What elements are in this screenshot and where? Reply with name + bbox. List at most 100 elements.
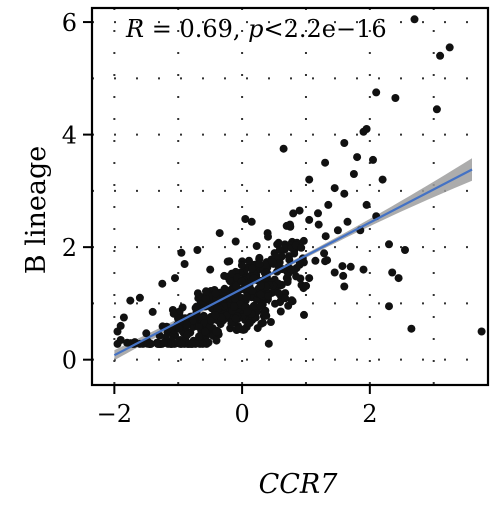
data-point [250, 302, 259, 311]
data-point [362, 200, 371, 209]
data-point [195, 323, 203, 332]
data-point [432, 105, 441, 114]
data-point [477, 327, 486, 336]
data-point [148, 307, 157, 316]
data-point [171, 274, 179, 283]
data-point [202, 287, 210, 296]
data-point [113, 339, 122, 348]
data-point [359, 265, 368, 274]
data-point [232, 281, 241, 290]
data-point [287, 296, 296, 305]
data-point [372, 88, 381, 97]
data-point [230, 302, 239, 311]
data-point [283, 278, 292, 286]
data-point [324, 200, 333, 209]
data-point [302, 281, 311, 290]
data-point [193, 246, 202, 254]
regression-line [113, 168, 473, 357]
data-point [189, 316, 197, 325]
data-point [252, 242, 261, 250]
data-point [277, 252, 286, 261]
data-point [248, 286, 257, 295]
data-point [321, 158, 330, 167]
data-point [271, 299, 279, 308]
data-point [436, 51, 445, 60]
data-point [242, 292, 251, 301]
data-point [169, 309, 178, 318]
data-point [314, 220, 323, 229]
r-value: = 0.69, [144, 15, 248, 43]
data-point [264, 292, 273, 300]
data-point [211, 289, 220, 298]
data-point [286, 265, 295, 274]
data-point [333, 226, 342, 235]
y-tick-label: 4 [62, 122, 77, 150]
data-point [213, 305, 222, 314]
regression-line-layer [113, 168, 473, 357]
data-point [231, 314, 240, 323]
data-point [266, 318, 275, 326]
data-point [119, 313, 128, 322]
data-point [391, 94, 400, 102]
data-point [201, 294, 210, 303]
r-symbol: R [125, 15, 144, 43]
data-point [279, 144, 288, 153]
data-point [305, 175, 314, 184]
data-point [178, 303, 187, 312]
data-point [300, 310, 308, 319]
data-point [207, 316, 215, 325]
data-point [248, 264, 257, 273]
data-point [217, 313, 226, 322]
data-point [212, 336, 221, 345]
data-point [220, 284, 229, 293]
data-point [320, 249, 329, 258]
data-point [385, 302, 393, 311]
axis-ticks: −2 0 2 0 2 4 6 [62, 9, 378, 428]
data-point [223, 257, 232, 266]
data-point [286, 222, 295, 231]
data-point [281, 294, 290, 303]
plot-panel-border [90, 6, 490, 387]
data-point [407, 324, 416, 333]
data-point [264, 232, 272, 241]
data-point [126, 296, 135, 305]
data-point [235, 324, 244, 333]
data-point [142, 329, 151, 338]
data-point [349, 170, 358, 178]
data-point [249, 274, 258, 283]
data-point [340, 189, 349, 198]
data-point [343, 217, 352, 226]
data-point [259, 318, 267, 327]
data-point [237, 261, 246, 270]
data-point [241, 215, 250, 223]
data-point [245, 256, 253, 265]
data-point [245, 319, 254, 328]
data-point [177, 339, 186, 348]
data-point [135, 293, 144, 302]
data-point [215, 229, 224, 238]
data-point [175, 324, 184, 333]
data-point [295, 206, 304, 215]
y-tick-label: 6 [62, 9, 77, 37]
data-point [159, 338, 168, 347]
data-point [231, 237, 240, 246]
data-point [330, 268, 339, 277]
data-point [158, 279, 167, 288]
data-point [192, 302, 201, 311]
y-tick-label: 2 [62, 234, 77, 262]
data-point [276, 307, 285, 316]
data-point [247, 217, 256, 226]
x-tick-label: 2 [362, 400, 377, 428]
data-point [220, 271, 229, 280]
p-value: <2.2e−16 [264, 15, 387, 43]
data-point [330, 184, 339, 193]
data-point [211, 311, 220, 320]
data-point [299, 236, 308, 245]
data-point [305, 274, 314, 283]
data-point [274, 289, 283, 297]
data-point [359, 127, 368, 136]
x-tick-label: −2 [97, 400, 132, 428]
